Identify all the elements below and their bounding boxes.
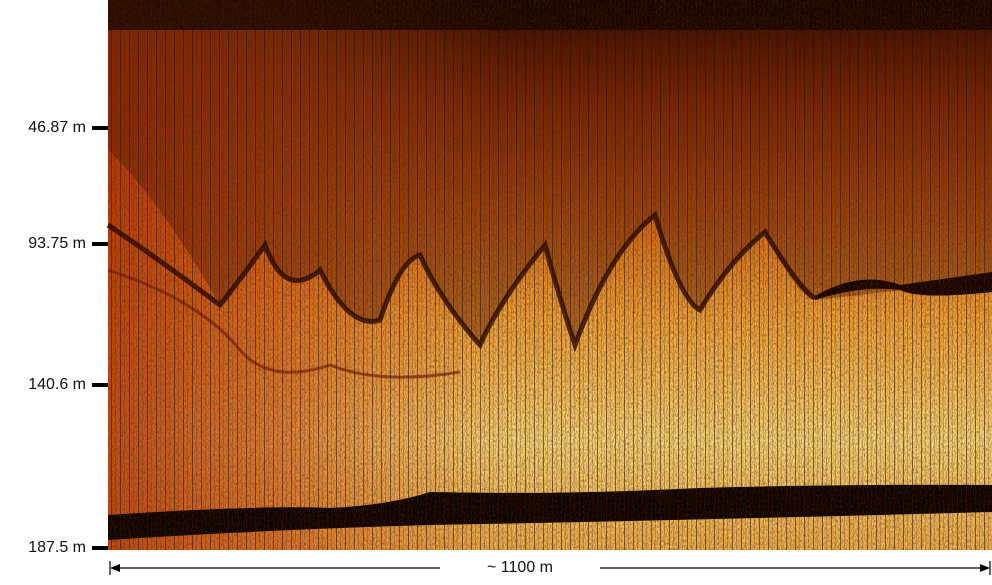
depth-label: 187.5 m	[28, 539, 86, 556]
depth-label: 140.6 m	[28, 376, 86, 393]
depth-label: 46.87 m	[28, 119, 86, 136]
depth-label: 93.75 m	[28, 235, 86, 252]
distance-label: ~ 1100 m	[487, 559, 553, 576]
depth-axis: 46.87 m 93.75 m 140.6 m 187.5 m	[28, 119, 108, 556]
distance-scale: ~ 1100 m	[109, 559, 991, 576]
echogram	[106, 0, 992, 550]
